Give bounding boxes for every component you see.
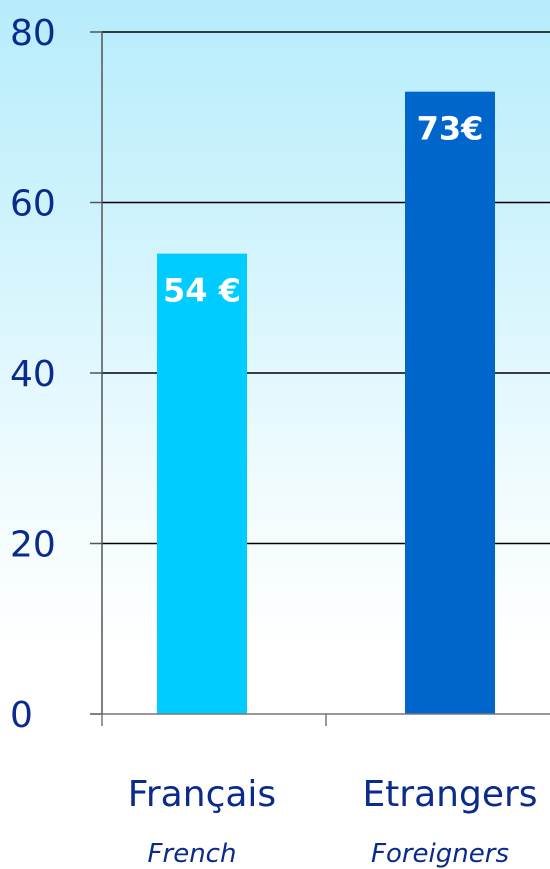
y-tick-label: 0 xyxy=(10,695,33,736)
category-label: Français xyxy=(128,774,276,815)
bars: 54 € 73€ xyxy=(157,91,495,715)
x-labels: Français French Etrangers Foreigners xyxy=(101,714,538,869)
data-label: 54 € xyxy=(163,272,241,310)
category-sublabel: French xyxy=(148,839,237,869)
y-tick-label: 20 xyxy=(10,525,56,566)
y-ticks: 0 20 40 60 80 xyxy=(10,13,102,736)
y-tick-label: 80 xyxy=(10,13,56,54)
category-label: Etrangers xyxy=(362,774,537,815)
y-tick-label: 60 xyxy=(10,184,56,225)
data-label: 73€ xyxy=(417,110,484,148)
category-sublabel: Foreigners xyxy=(371,839,509,869)
bar-etrangers xyxy=(405,91,495,715)
bar-francais xyxy=(157,253,247,714)
y-tick-label: 40 xyxy=(10,354,56,395)
